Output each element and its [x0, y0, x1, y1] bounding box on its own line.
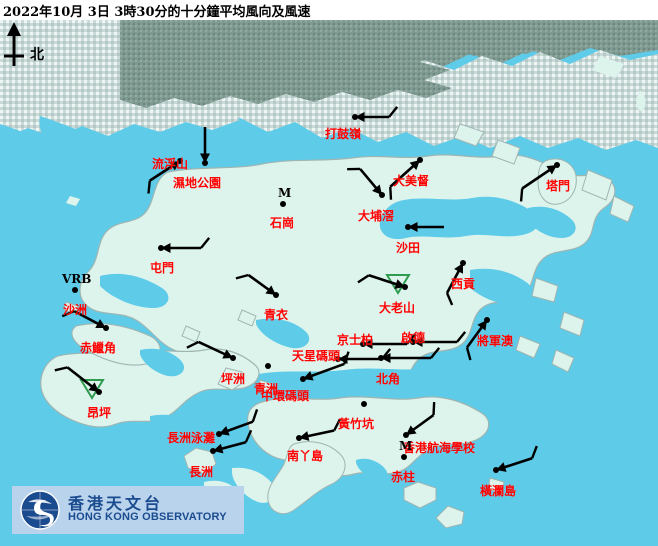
station-label: 青洲	[254, 382, 279, 396]
map-basemap	[0, 20, 658, 546]
station-flag: VRB	[62, 272, 92, 286]
station-marker[interactable]	[405, 224, 411, 230]
station-marker[interactable]	[402, 284, 408, 290]
station-flag: M	[278, 186, 292, 200]
station-marker[interactable]	[296, 435, 302, 441]
station-label: 塔門	[546, 179, 571, 193]
north-label: 北	[30, 47, 44, 63]
station-label: 京士柏	[337, 333, 374, 347]
station-label: 沙田	[396, 241, 421, 255]
station-label: 西貢	[451, 277, 476, 291]
station-marker[interactable]	[401, 454, 407, 460]
wind-barb	[200, 127, 210, 163]
station-marker[interactable]	[273, 292, 279, 298]
station-label: 坪洲	[221, 372, 246, 386]
station-label: 大埔滘	[358, 209, 395, 223]
station-marker[interactable]	[177, 158, 183, 164]
station-label: 青衣	[264, 308, 289, 322]
station-marker[interactable]	[230, 355, 236, 361]
station-label: 南丫島	[287, 449, 324, 463]
station-marker[interactable]	[216, 431, 222, 437]
station-label: 啟德	[401, 331, 426, 345]
station-label: 沙洲	[63, 303, 88, 317]
station-marker[interactable]	[265, 363, 271, 369]
hko-swirl-emblem	[20, 490, 60, 530]
station-label: 昂坪	[87, 406, 112, 420]
station-marker[interactable]	[378, 355, 384, 361]
wind-barb	[363, 333, 417, 349]
station-marker[interactable]	[403, 432, 409, 438]
station-label: 屯門	[150, 261, 175, 275]
wind-barb	[355, 106, 399, 122]
logo-name-cn: 香港天文台	[68, 494, 164, 513]
title-bar: 2022年10月 3日 3時30分的十分鐘平均風向及風速	[0, 0, 658, 20]
wind-barb	[408, 222, 444, 232]
station-label: 長洲泳灘	[167, 431, 216, 445]
station-label: 將軍澳	[477, 334, 514, 348]
station-marker[interactable]	[352, 114, 358, 120]
station-marker[interactable]	[335, 356, 341, 362]
wind-barb	[381, 347, 441, 363]
station-marker[interactable]	[484, 317, 490, 323]
hong-kong-wind-map: 北 打鼓嶺流浮山濕地公園 M 石崗 大美督 塔門大埔滘沙田屯門西貢 VRB 沙洲 青衣 大老山赤…	[0, 20, 658, 546]
station-marker[interactable]	[202, 160, 208, 166]
page-title: 2022年10月 3日 3時30分的十分鐘平均風向及風速	[3, 5, 311, 20]
station-marker[interactable]	[158, 245, 164, 251]
station-marker[interactable]	[280, 201, 286, 207]
station-label: 天星碼頭	[292, 349, 341, 363]
station-label: 長洲	[189, 465, 214, 479]
station-label: 赤鱲角	[80, 341, 117, 355]
station-marker[interactable]	[410, 339, 416, 345]
hko-logo: 香港天文台 HONG KONG OBSERVATORY	[12, 486, 244, 534]
north-arrow-icon	[4, 22, 24, 66]
station-label: 打鼓嶺	[325, 127, 362, 141]
station-label: 香港航海學校	[403, 441, 476, 455]
station-label: 大老山	[379, 301, 416, 315]
station-label: 濕地公園	[173, 176, 222, 190]
station-marker[interactable]	[417, 157, 423, 163]
logo-name-en: HONG KONG OBSERVATORY	[68, 511, 227, 523]
station-marker[interactable]	[554, 162, 560, 168]
wind-barb	[413, 331, 467, 347]
station-marker[interactable]	[300, 376, 306, 382]
station-marker[interactable]	[360, 341, 366, 347]
station-label: 流浮山	[152, 157, 189, 171]
station-label: 中環碼頭	[261, 389, 310, 403]
station-label: 橫瀾島	[480, 484, 517, 498]
station-marker[interactable]	[361, 401, 367, 407]
station-marker[interactable]	[72, 287, 78, 293]
station-marker[interactable]	[210, 448, 216, 454]
wind-barb	[161, 237, 211, 253]
station-label: 赤柱	[391, 470, 416, 484]
station-marker[interactable]	[96, 389, 102, 395]
station-marker[interactable]	[103, 325, 109, 331]
station-label: 北角	[376, 372, 401, 386]
station-label: 石崗	[270, 216, 295, 230]
station-flag: M	[399, 439, 413, 453]
station-label: 黃竹坑	[338, 417, 375, 431]
station-label: 大美督	[393, 174, 430, 188]
station-marker[interactable]	[460, 260, 466, 266]
station-marker[interactable]	[493, 467, 499, 473]
station-marker[interactable]	[379, 192, 385, 198]
